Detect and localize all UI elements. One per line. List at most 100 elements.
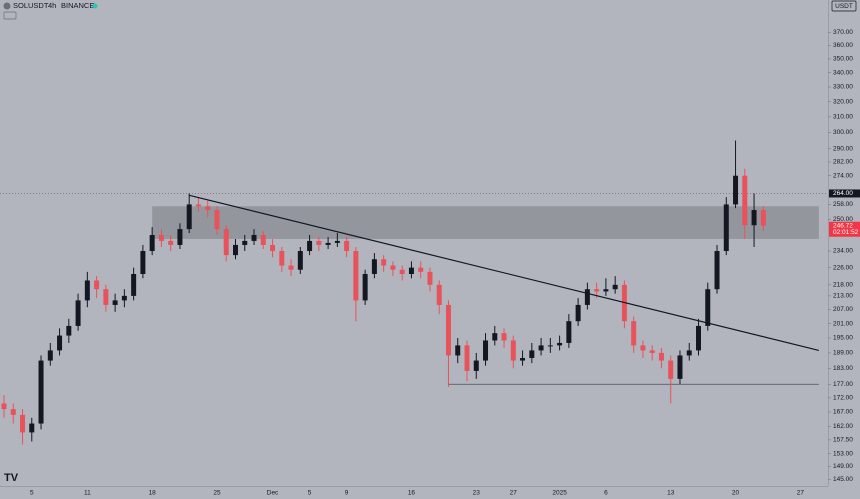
candle-body bbox=[649, 350, 655, 353]
candle-body bbox=[445, 304, 451, 356]
y-tick-label: 207.00 bbox=[833, 306, 853, 313]
currency-button[interactable] bbox=[831, 0, 857, 12]
candle-body bbox=[131, 273, 137, 296]
candle-body bbox=[557, 342, 563, 346]
candle-body bbox=[334, 240, 340, 243]
candle-body bbox=[631, 321, 637, 346]
candle-body bbox=[658, 352, 664, 361]
candle-body bbox=[297, 251, 303, 270]
candle-body bbox=[344, 240, 350, 252]
y-tick-label: 213.00 bbox=[833, 293, 853, 300]
candle-body bbox=[316, 240, 322, 245]
x-tick-label: 2025 bbox=[552, 490, 567, 497]
candle-body bbox=[177, 229, 183, 245]
candle-body bbox=[353, 251, 359, 301]
y-tick-label: 183.00 bbox=[833, 365, 853, 372]
candle-body bbox=[29, 423, 35, 433]
candle-body bbox=[214, 210, 220, 230]
symbol-icon bbox=[3, 2, 11, 10]
x-tick-label: Dec bbox=[267, 490, 279, 497]
candle-body bbox=[140, 251, 146, 274]
candle-body bbox=[66, 325, 72, 336]
candle-body bbox=[112, 300, 118, 305]
candle-body bbox=[84, 280, 90, 301]
candle-body bbox=[94, 280, 100, 290]
candle-body bbox=[205, 206, 211, 211]
y-tick-label: 282.00 bbox=[833, 159, 853, 166]
countdown: 02:01:52 bbox=[833, 229, 859, 236]
x-tick-label: 9 bbox=[345, 490, 349, 497]
candle-body bbox=[584, 289, 590, 305]
y-tick-label: 162.00 bbox=[833, 423, 853, 430]
y-tick-label: 226.00 bbox=[833, 264, 853, 271]
interval: 4h bbox=[48, 1, 56, 10]
candle-body bbox=[501, 333, 507, 341]
x-tick-label: 25 bbox=[213, 490, 221, 497]
x-tick-label: 11 bbox=[84, 490, 91, 497]
x-tick-label: 13 bbox=[667, 490, 675, 497]
y-tick-label: 340.00 bbox=[833, 69, 853, 76]
currency: USDT bbox=[835, 3, 853, 10]
candle-body bbox=[57, 335, 63, 351]
candle-body bbox=[408, 267, 414, 274]
candle-body bbox=[251, 234, 257, 241]
y-tick-label: 300.00 bbox=[833, 129, 853, 136]
candle-body bbox=[714, 251, 720, 290]
candle-body bbox=[399, 269, 405, 274]
y-tick-label: 167.00 bbox=[833, 409, 853, 416]
x-tick-label: 18 bbox=[149, 490, 157, 497]
candle-body bbox=[325, 242, 331, 245]
candle-body bbox=[547, 345, 553, 347]
y-tick-label: 177.00 bbox=[833, 381, 853, 388]
candle-body bbox=[121, 295, 127, 301]
y-tick-label: 189.00 bbox=[833, 350, 853, 357]
candle-body bbox=[418, 267, 424, 272]
x-tick-label: 27 bbox=[797, 490, 805, 497]
candle-body bbox=[186, 204, 192, 230]
candle-body bbox=[696, 325, 701, 351]
candle-body bbox=[20, 414, 26, 433]
candle-body bbox=[612, 284, 618, 290]
candle-body bbox=[473, 360, 479, 371]
candle-body bbox=[47, 350, 53, 361]
candle-body bbox=[510, 340, 516, 361]
candle-body bbox=[260, 234, 266, 245]
exchange: BINANCE bbox=[61, 1, 94, 10]
candle-body bbox=[371, 259, 377, 274]
candle-body bbox=[594, 289, 600, 292]
candle-body bbox=[381, 259, 387, 266]
candle-body bbox=[103, 289, 109, 305]
candle-body bbox=[270, 244, 276, 252]
candle-body bbox=[677, 355, 683, 379]
candle-body bbox=[427, 271, 433, 285]
y-tick-label: 234.00 bbox=[833, 248, 853, 255]
collapse-button[interactable] bbox=[3, 11, 17, 20]
candle-body bbox=[640, 345, 646, 351]
candle-body bbox=[686, 350, 692, 356]
candle-body bbox=[307, 240, 313, 252]
y-tick-label: 218.00 bbox=[833, 282, 853, 289]
candle-body bbox=[279, 251, 285, 266]
y-tick-label: 201.00 bbox=[833, 320, 853, 327]
candle-body bbox=[233, 244, 238, 256]
x-tick-label: 16 bbox=[408, 490, 416, 497]
y-tick-label: 157.50 bbox=[833, 437, 853, 444]
candle-body bbox=[38, 360, 44, 424]
y-tick-label: 153.00 bbox=[833, 450, 853, 457]
candle-body bbox=[668, 360, 674, 379]
candle-body bbox=[158, 234, 164, 241]
candle-body bbox=[75, 300, 81, 326]
candle-body bbox=[390, 265, 396, 270]
candle-body bbox=[10, 409, 16, 415]
trendline bbox=[189, 194, 820, 351]
x-tick-label: 5 bbox=[30, 490, 34, 497]
y-tick-label: 310.00 bbox=[833, 114, 853, 121]
candle-body bbox=[242, 240, 248, 245]
candle-body bbox=[483, 340, 489, 361]
price-label: 264.00 bbox=[833, 190, 853, 197]
candle-body bbox=[723, 204, 729, 252]
y-tick-label: 290.00 bbox=[833, 145, 853, 152]
candle-body bbox=[575, 304, 581, 322]
